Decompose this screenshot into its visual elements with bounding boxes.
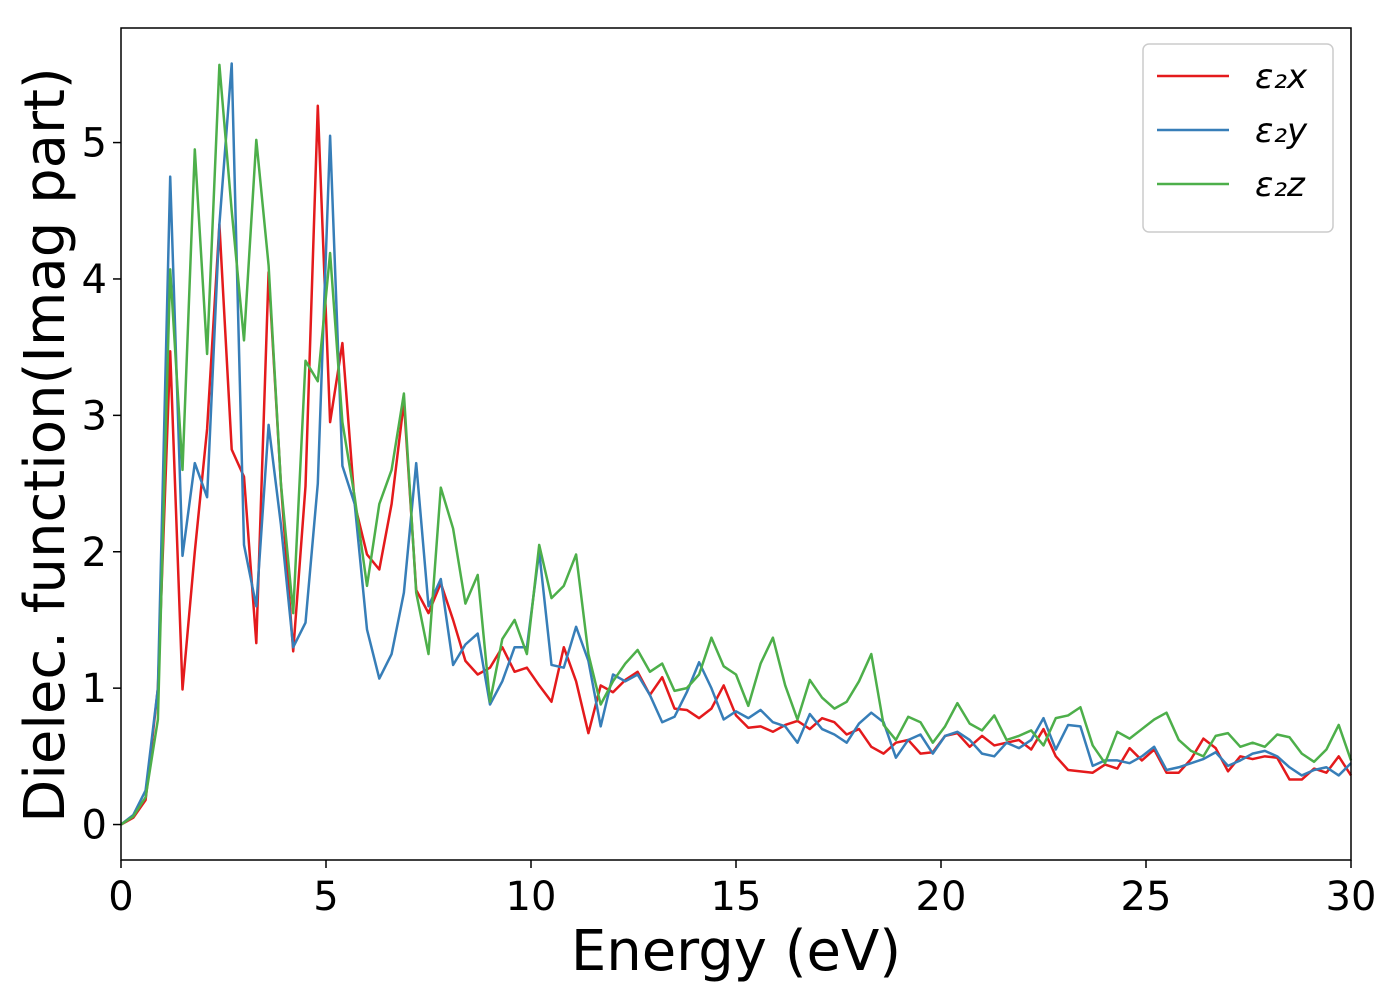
y-tick-label: 2 [82, 530, 107, 576]
y-tick-label: 5 [82, 121, 107, 167]
line-series [120, 104, 1353, 826]
x-tick-label: 25 [1121, 874, 1172, 920]
legend-label: ε₂x [1255, 57, 1308, 97]
line-series [120, 63, 1353, 826]
legend-label: ε₂z [1255, 165, 1306, 205]
x-tick-label: 10 [506, 874, 557, 920]
y-tick-label: 3 [82, 393, 107, 439]
y-tick-label: 4 [82, 257, 107, 303]
x-tick-label: 5 [313, 874, 338, 920]
legend-label: ε₂y [1255, 111, 1308, 151]
plot-frame [120, 27, 1352, 861]
x-tick-label: 30 [1326, 874, 1377, 920]
x-tick-label: 15 [711, 874, 762, 920]
legend: ε₂x ε₂y ε₂z [1142, 43, 1334, 233]
y-tick-label: 1 [82, 666, 107, 712]
line-series [120, 62, 1352, 826]
y-axis-label: Dielec. function(Imag part) [13, 67, 78, 823]
x-axis-label: Energy (eV) [571, 919, 901, 984]
y-tick-label: 0 [82, 803, 107, 849]
x-tick-label: 0 [108, 874, 133, 920]
x-tick-label: 20 [916, 874, 967, 920]
